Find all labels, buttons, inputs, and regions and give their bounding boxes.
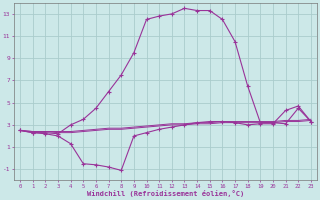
X-axis label: Windchill (Refroidissement éolien,°C): Windchill (Refroidissement éolien,°C): [87, 190, 244, 197]
